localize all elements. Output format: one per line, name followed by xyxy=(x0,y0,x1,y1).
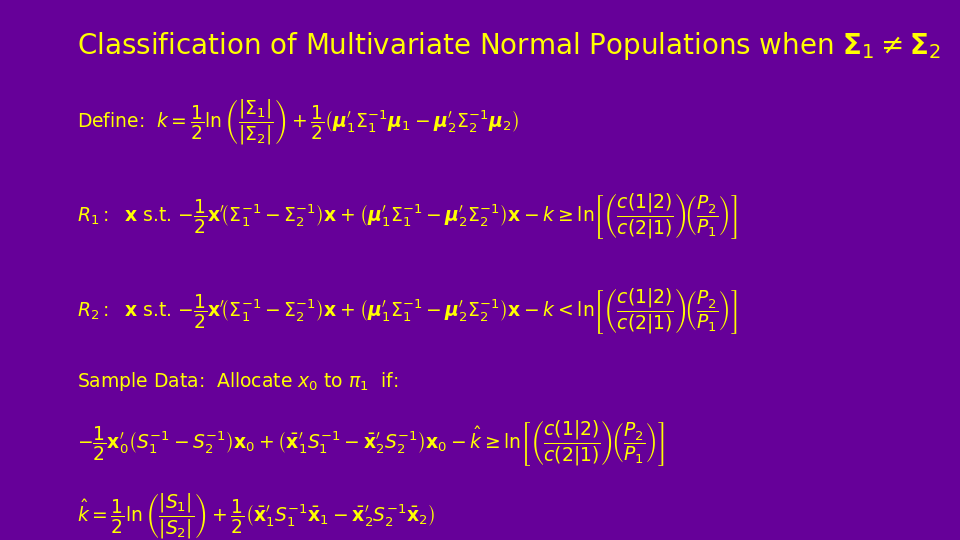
Text: Classification of Multivariate Normal Populations when $\mathbf{\Sigma}_1 \neq \: Classification of Multivariate Normal Po… xyxy=(77,30,941,62)
Text: $-\dfrac{1}{2}\mathbf{x}_0'\left(S_1^{-1} - S_2^{-1}\right)\mathbf{x}_0 + \left(: $-\dfrac{1}{2}\mathbf{x}_0'\left(S_1^{-1… xyxy=(77,418,664,468)
Text: $\hat{k} = \dfrac{1}{2}\ln\left(\dfrac{|S_1|}{|S_2|}\right) + \dfrac{1}{2}\left(: $\hat{k} = \dfrac{1}{2}\ln\left(\dfrac{|… xyxy=(77,491,435,540)
Text: Define:  $k = \dfrac{1}{2}\ln\left(\dfrac{|\Sigma_1|}{|\Sigma_2|}\right) + \dfra: Define: $k = \dfrac{1}{2}\ln\left(\dfrac… xyxy=(77,97,518,146)
Text: $R_2:$  $\mathbf{x}$ s.t. $-\dfrac{1}{2}\mathbf{x}'\!\left(\Sigma_1^{-1} - \Sigm: $R_2:$ $\mathbf{x}$ s.t. $-\dfrac{1}{2}\… xyxy=(77,286,737,336)
Text: Sample Data:  Allocate $x_0$ to $\pi_1$  if:: Sample Data: Allocate $x_0$ to $\pi_1$ i… xyxy=(77,370,398,393)
Text: $R_1:$  $\mathbf{x}$ s.t. $-\dfrac{1}{2}\mathbf{x}'\!\left(\Sigma_1^{-1} - \Sigm: $R_1:$ $\mathbf{x}$ s.t. $-\dfrac{1}{2}\… xyxy=(77,192,737,241)
